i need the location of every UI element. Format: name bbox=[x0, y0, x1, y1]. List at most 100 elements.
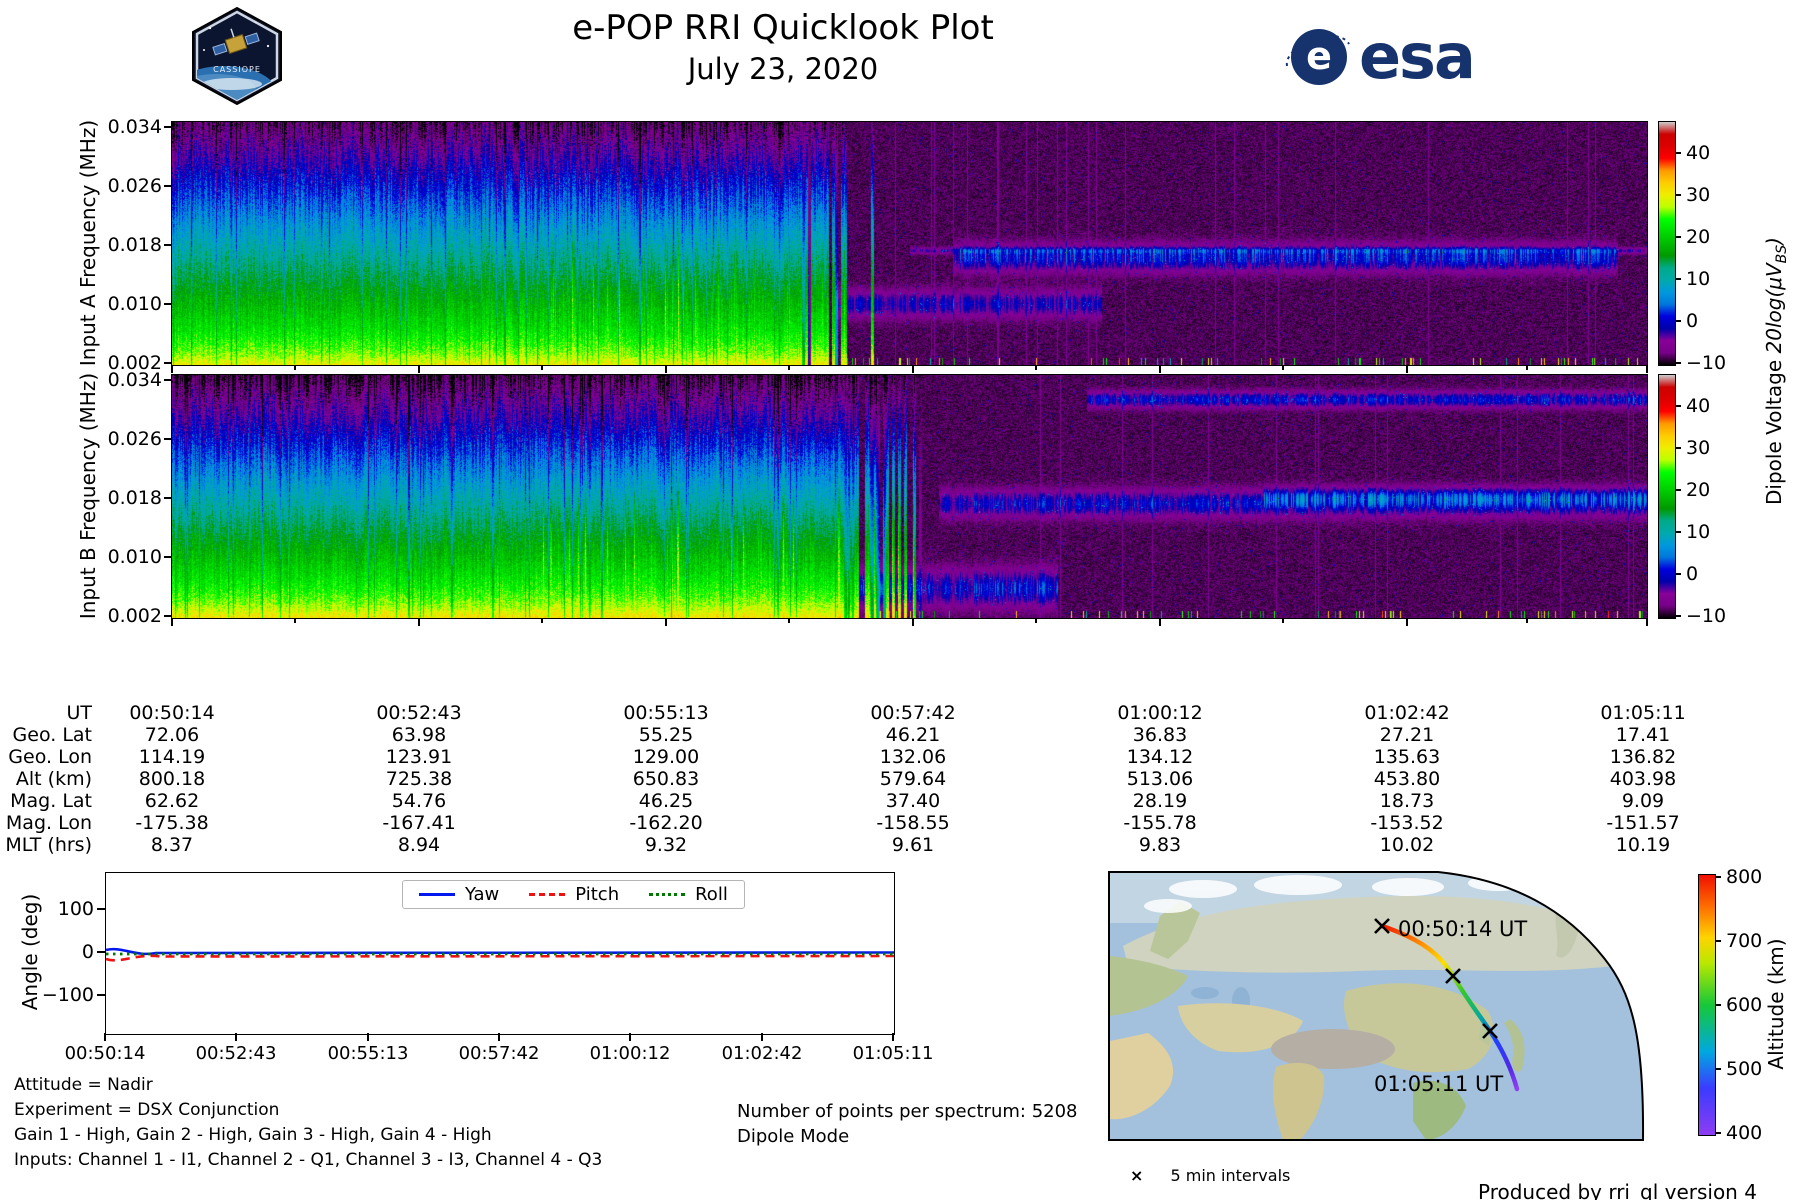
ephemeris-cell: 403.98 bbox=[1609, 768, 1677, 790]
dipole-colorbar-a bbox=[1658, 121, 1676, 366]
time-minor-tick-mark bbox=[1526, 365, 1528, 370]
time-tick-mark bbox=[1406, 618, 1408, 626]
colorbar-tick-mark bbox=[1675, 194, 1681, 196]
colorbar-tick-mark bbox=[1675, 362, 1681, 364]
ephemeris-cell: 136.82 bbox=[1609, 746, 1677, 768]
ephemeris-cell: 123.91 bbox=[385, 746, 453, 768]
ephemeris-cell: 00:52:43 bbox=[376, 702, 462, 724]
ephemeris-cell: 579.64 bbox=[879, 768, 947, 790]
time-minor-tick-mark bbox=[541, 365, 543, 370]
intervals-note-label: 5 min intervals bbox=[1170, 1166, 1291, 1185]
pitch-line bbox=[105, 954, 895, 962]
ephemeris-cell: 01:02:42 bbox=[1364, 702, 1450, 724]
freq-tick-mark bbox=[164, 438, 172, 440]
interval-marker-icon: × bbox=[1130, 1166, 1144, 1185]
time-minor-tick-mark bbox=[1035, 365, 1037, 370]
angle-ytick-label: −100 bbox=[41, 984, 94, 1006]
ephemeris-row-label: UT bbox=[66, 702, 92, 724]
inputs-note: Inputs: Channel 1 - I1, Channel 2 - Q1, … bbox=[14, 1150, 603, 1170]
altitude-colorbar bbox=[1698, 874, 1716, 1136]
angle-xtick-label: 00:55:13 bbox=[327, 1043, 409, 1064]
legend-label-yaw: Yaw bbox=[465, 884, 500, 905]
time-minor-tick-mark bbox=[788, 618, 790, 623]
time-tick-mark bbox=[665, 618, 667, 626]
time-tick-mark bbox=[912, 365, 914, 373]
altitude-tick-label: 800 bbox=[1726, 866, 1763, 888]
ephemeris-cell: 00:57:42 bbox=[870, 702, 956, 724]
angle-plot-lines bbox=[105, 947, 895, 962]
pitch-line-sample bbox=[529, 893, 566, 896]
experiment-note: Experiment = DSX Conjunction bbox=[14, 1100, 280, 1120]
legend-item-roll: Roll bbox=[649, 884, 728, 905]
satellite-ground-track bbox=[1379, 923, 1520, 1092]
ephemeris-row-label: Mag. Lon bbox=[5, 812, 92, 834]
map-basemap bbox=[1109, 872, 1644, 1140]
altitude-tick-label: 700 bbox=[1726, 930, 1763, 952]
freq-tick-label: 0.034 bbox=[107, 369, 162, 391]
track-end-label: 01:05:11 UT bbox=[1374, 1072, 1503, 1096]
freq-tick-mark bbox=[164, 362, 172, 364]
ephemeris-cell: 63.98 bbox=[391, 724, 447, 746]
spectrogram-a-canvas bbox=[171, 121, 1648, 366]
ephemeris-cell: -158.55 bbox=[876, 812, 950, 834]
ephemeris-cell: -153.52 bbox=[1370, 812, 1444, 834]
time-minor-tick-mark bbox=[1282, 365, 1284, 370]
altitude-tick-mark bbox=[1715, 1004, 1721, 1006]
time-tick-mark bbox=[665, 365, 667, 373]
colorbar-tick-mark bbox=[1675, 489, 1681, 491]
angle-xtick-label: 00:52:43 bbox=[195, 1043, 277, 1064]
ephemeris-cell: 37.40 bbox=[885, 790, 941, 812]
angle-xtick-mark bbox=[629, 1033, 631, 1041]
freq-tick-mark bbox=[164, 379, 172, 381]
freq-tick-mark bbox=[164, 615, 172, 617]
dipole-colorbar-label: Dipole Voltage 20log(μVBS) bbox=[1762, 237, 1790, 505]
colorbar-tick-mark bbox=[1675, 152, 1681, 154]
ephemeris-cell: -167.41 bbox=[382, 812, 456, 834]
angle-xtick-mark bbox=[498, 1033, 500, 1041]
time-minor-tick-mark bbox=[294, 618, 296, 623]
track-start-label: 00:50:14 UT bbox=[1398, 917, 1527, 941]
ephemeris-cell: 800.18 bbox=[138, 768, 206, 790]
angle-legend: Yaw Pitch Roll bbox=[402, 880, 745, 909]
time-tick-mark bbox=[1646, 365, 1648, 373]
colorbar-tick-mark bbox=[1675, 447, 1681, 449]
angle-ytick-mark bbox=[97, 951, 105, 953]
ephemeris-cell: 725.38 bbox=[385, 768, 453, 790]
ephemeris-cell: 9.09 bbox=[1621, 790, 1665, 812]
freq-tick-label: 0.002 bbox=[107, 352, 162, 374]
ephemeris-cell: 36.83 bbox=[1132, 724, 1188, 746]
freq-tick-mark bbox=[164, 556, 172, 558]
freq-tick-mark bbox=[164, 497, 172, 499]
dipole-mode-note: Dipole Mode bbox=[737, 1126, 850, 1147]
angle-xtick-mark bbox=[367, 1033, 369, 1041]
ephemeris-cell: 18.73 bbox=[1379, 790, 1435, 812]
colorbar-tick-label: 0 bbox=[1686, 563, 1699, 585]
ephemeris-cell: 10.19 bbox=[1615, 834, 1671, 856]
ephemeris-cell: -151.57 bbox=[1606, 812, 1680, 834]
produced-by: Produced by rri_ql version 4 bbox=[1478, 1180, 1757, 1200]
ephemeris-cell: 8.94 bbox=[397, 834, 441, 856]
altitude-tick-mark bbox=[1715, 1068, 1721, 1070]
ephemeris-cell: 00:50:14 bbox=[129, 702, 215, 724]
time-tick-mark bbox=[1159, 365, 1161, 373]
ephemeris-cell: 46.25 bbox=[638, 790, 694, 812]
colorbar-tick-label: 20 bbox=[1686, 226, 1711, 248]
freq-tick-label: 0.026 bbox=[107, 428, 162, 450]
colorbar-tick-label: 30 bbox=[1686, 184, 1711, 206]
time-tick-mark bbox=[171, 365, 173, 373]
ephemeris-cell: 10.02 bbox=[1379, 834, 1435, 856]
attitude-note: Attitude = Nadir bbox=[14, 1075, 153, 1095]
patch-title: CASSIOPE bbox=[213, 65, 261, 74]
time-tick-mark bbox=[1646, 618, 1648, 626]
map-border bbox=[1108, 871, 1645, 1141]
freq-tick-mark bbox=[164, 303, 172, 305]
ephemeris-cell: 46.21 bbox=[885, 724, 941, 746]
spectrogram-b-canvas bbox=[171, 374, 1648, 619]
dipole-colorbar-b bbox=[1658, 374, 1676, 619]
legend-item-pitch: Pitch bbox=[529, 884, 619, 905]
ephemeris-cell: 55.25 bbox=[638, 724, 694, 746]
dipole-label-end: ) bbox=[1762, 237, 1786, 245]
angle-ytick-label: 100 bbox=[57, 898, 94, 920]
colorbar-tick-mark bbox=[1675, 405, 1681, 407]
angle-xtick-mark bbox=[104, 1033, 106, 1041]
